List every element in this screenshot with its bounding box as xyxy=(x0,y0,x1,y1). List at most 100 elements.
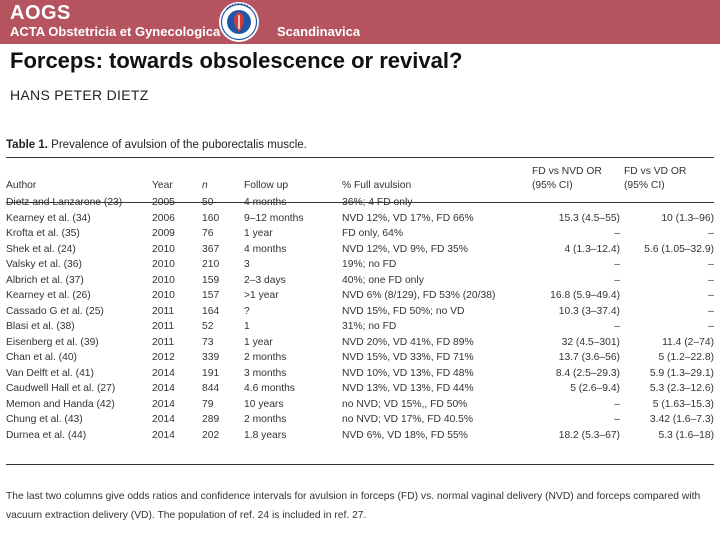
header-fd-vs-nvd-line1: FD vs NVD OR xyxy=(532,166,602,177)
cell-fd-vs-vd: – xyxy=(708,259,714,270)
avulsion-table: Author Year n Follow up % Full avulsion … xyxy=(6,165,714,443)
header-year: Year xyxy=(152,180,173,191)
cell-full-avulsion: 40%; one FD only xyxy=(342,274,424,286)
cell-full-avulsion: NVD 20%, VD 41%, FD 89% xyxy=(342,336,474,348)
cell-year: 2011 xyxy=(152,336,175,348)
header-fd-vs-vd-line1: FD vs VD OR xyxy=(624,166,687,177)
brand-logo: AOGS xyxy=(10,2,71,24)
header-author: Author xyxy=(6,180,37,191)
cell-fd-vs-nvd: – xyxy=(614,259,620,270)
cell-author: Kearney et al. (34) xyxy=(6,212,91,224)
cell-fd-vs-nvd: 15.3 (4.5–55) xyxy=(558,212,620,224)
header-full-avulsion: % Full avulsion xyxy=(342,180,412,191)
journal-name-left: ACTA Obstetricia et Gynecologica xyxy=(10,24,221,39)
cell-author: Van Delft et al. (41) xyxy=(6,367,94,379)
header-follow-up: Follow up xyxy=(244,180,289,191)
cell-fd-vs-vd: 5.6 (1.05–32.9) xyxy=(644,243,714,255)
cell-author: Albrich et al. (37) xyxy=(6,274,84,286)
header-fd-vs-nvd: FD vs NVD OR (95% CI) xyxy=(532,165,624,195)
cell-year: 2012 xyxy=(152,352,175,363)
cell-author: Blasi et al. (38) xyxy=(6,321,75,332)
cell-n: 289 xyxy=(202,414,220,425)
cell-fd-vs-vd: 5.9 (1.3–29.1) xyxy=(649,367,714,379)
cell-author: Caudwell Hall et al. (27) xyxy=(6,383,116,394)
table-row: Albrich et al. (37) 2010 159 2–3 days 40%; o… xyxy=(6,273,714,289)
cell-full-avulsion: 19%; no FD xyxy=(342,259,397,270)
cell-fd-vs-vd: 5.3 (1.6–18) xyxy=(658,429,714,441)
cell-year: 2011 xyxy=(152,321,175,332)
cell-author: Kearney et al. (26) xyxy=(6,290,91,301)
header-fd-vs-nvd-line2: (95% CI) xyxy=(532,180,573,191)
cell-fd-vs-nvd: 10.3 (3–37.4) xyxy=(558,305,620,317)
cell-follow-up: 1 xyxy=(244,321,250,332)
cell-fd-vs-vd: – xyxy=(708,274,714,286)
header-fd-vs-vd-line2: (95% CI) xyxy=(624,180,665,191)
cell-follow-up: 4.6 months xyxy=(244,383,295,394)
cell-follow-up: 9–12 months xyxy=(244,212,304,224)
journal-name-right: Scandinavica xyxy=(277,24,361,39)
cell-author: Krofta et al. (35) xyxy=(6,228,80,239)
cell-n: 73 xyxy=(202,336,214,348)
cell-fd-vs-vd: 5 (1.2–22.8) xyxy=(658,352,714,363)
cell-follow-up: 2 months xyxy=(244,352,287,363)
table-row: Durnea et al. (44) 2014 202 1.8 years NVD 6%… xyxy=(6,428,714,444)
cell-full-avulsion: NVD 6% (8/129), FD 53% (20/38) xyxy=(342,290,496,301)
cell-fd-vs-nvd: 4 (1.3–12.4) xyxy=(564,243,620,255)
cell-year: 2014 xyxy=(152,429,175,441)
table-top-rule xyxy=(6,157,714,158)
cell-fd-vs-nvd: 32 (4.5–301) xyxy=(561,336,620,348)
header-n: n xyxy=(202,180,208,191)
cell-follow-up: 2 months xyxy=(244,414,287,425)
cell-fd-vs-nvd: 13.7 (3.6–56) xyxy=(558,352,620,363)
cell-follow-up: 1.8 years xyxy=(244,429,287,441)
cell-full-avulsion: NVD 12%, VD 9%, FD 35% xyxy=(342,243,468,255)
table-row: Memon and Handa (42) 2014 79 10 years no NVD… xyxy=(6,397,714,413)
cell-follow-up: 10 years xyxy=(244,398,284,410)
table-row: Krofta et al. (35) 2009 76 1 year FD only, 6… xyxy=(6,226,714,242)
cell-fd-vs-nvd: – xyxy=(614,228,620,239)
cell-author: Shek et al. (24) xyxy=(6,243,76,255)
article-title: Forceps: towards obsolescence or revival… xyxy=(10,48,463,73)
table-body: Dietz and Lanzarone (23)2005504 months36… xyxy=(6,195,714,443)
header-bottom-rule xyxy=(6,202,714,203)
cell-full-avulsion: 31%; no FD xyxy=(342,321,397,332)
cell-year: 2009 xyxy=(152,228,175,239)
cell-author: Durnea et al. (44) xyxy=(6,429,87,441)
cell-n: 202 xyxy=(202,429,220,441)
table-row: Eisenberg et al. (39) 2011 73 1 year NVD 20%… xyxy=(6,335,714,351)
cell-fd-vs-vd: – xyxy=(708,305,714,317)
cell-fd-vs-vd: – xyxy=(708,290,714,301)
table-bottom-rule xyxy=(6,464,714,465)
cell-full-avulsion: no NVD; VD 17%, FD 40.5% xyxy=(342,414,474,425)
cell-fd-vs-vd: – xyxy=(708,321,714,332)
cell-fd-vs-vd: 5 (1.63–15.3) xyxy=(652,398,714,410)
cell-full-avulsion: FD only, 64% xyxy=(342,228,404,239)
cell-follow-up: 1 year xyxy=(244,228,273,239)
cell-n: 159 xyxy=(202,274,220,286)
table-row: Van Delft et al. (41) 2014 191 3 months NVD … xyxy=(6,366,714,382)
table-row: Blasi et al. (38) 2011 52 1 31%; no FD – – xyxy=(6,319,714,335)
cell-year: 2011 xyxy=(152,305,175,317)
cell-year: 2014 xyxy=(152,414,175,425)
cell-n: 160 xyxy=(202,212,220,224)
cell-follow-up: 4 months xyxy=(244,243,287,255)
article-author: HANS PETER DIETZ xyxy=(10,87,149,103)
header-fd-vs-vd: FD vs VD OR (95% CI) xyxy=(624,165,714,195)
cell-fd-vs-nvd: – xyxy=(614,274,620,286)
cell-author: Eisenberg et al. (39) xyxy=(6,336,99,348)
cell-author: Chan et al. (40) xyxy=(6,352,77,363)
cell-fd-vs-vd: 5.3 (2.3–12.6) xyxy=(649,383,714,394)
cell-author: Chung et al. (43) xyxy=(6,414,83,425)
cell-fd-vs-nvd: – xyxy=(614,414,620,425)
cell-fd-vs-nvd: – xyxy=(614,321,620,332)
cell-year: 2014 xyxy=(152,367,175,379)
cell-full-avulsion: no NVD; VD 15%,, FD 50% xyxy=(342,398,468,410)
cell-follow-up: 1 year xyxy=(244,336,273,348)
table-header-row: Author Year n Follow up % Full avulsion … xyxy=(6,165,714,195)
cell-follow-up: ? xyxy=(244,305,250,317)
journal-banner: AOGS ACTA Obstetricia et Gynecologica Sc… xyxy=(0,0,720,44)
cell-fd-vs-vd: 11.4 (2–74) xyxy=(662,336,714,348)
cell-author: Memon and Handa (42) xyxy=(6,398,115,410)
cell-year: 2014 xyxy=(152,383,175,394)
cell-n: 339 xyxy=(202,352,220,363)
